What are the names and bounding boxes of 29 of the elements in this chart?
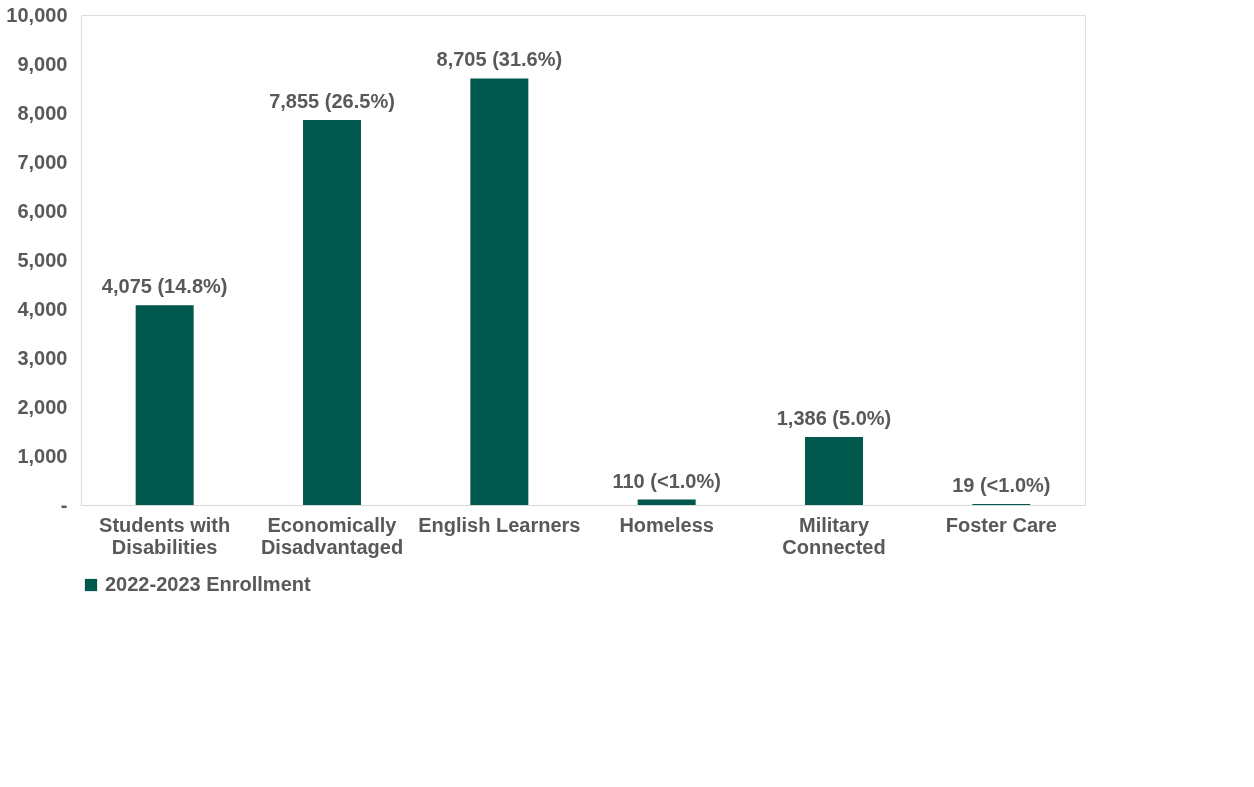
x-tick-label: Foster Care (945, 513, 1057, 536)
y-tick-label: 4,000 (17, 297, 68, 320)
bar (805, 437, 863, 505)
bar (470, 78, 529, 505)
text: 110 (<1.0%) (612, 469, 721, 492)
text: 7,855 (26.5%) (269, 90, 395, 113)
text: 19 (<1.0%) (952, 474, 1051, 497)
x-tick-label: Homeless (619, 513, 714, 536)
x-tick-label: Economically Disadvantaged (260, 513, 404, 558)
bar (135, 305, 194, 505)
text: 4,075 (14.8%) (101, 275, 228, 298)
y-tick-label: 5,000 (17, 248, 68, 271)
y-tick-label: 7,000 (17, 150, 68, 173)
text: 1,386 (5.0%) (776, 407, 892, 430)
y-tick-label: 1,000 (17, 444, 68, 467)
x-tick-label: Military Connected (782, 513, 886, 558)
y-tick-label: 3,000 (17, 346, 68, 369)
y-tick-label: - (60, 493, 68, 516)
y-tick-label: 8,000 (17, 101, 68, 124)
text: 8,705 (31.6%) (436, 48, 563, 71)
x-tick-label: English Learners (418, 513, 581, 536)
x-tick-label: Students with Disabilities (99, 513, 231, 558)
y-tick-label: 2,000 (17, 395, 68, 418)
y-tick-label: 9,000 (17, 52, 68, 75)
y-tick-label: 10,000 (6, 3, 68, 26)
y-tick-label: 6,000 (17, 199, 68, 222)
legend-label: 2022-2023 Enrollment (105, 573, 311, 595)
bar (637, 499, 696, 505)
bar (303, 120, 361, 505)
